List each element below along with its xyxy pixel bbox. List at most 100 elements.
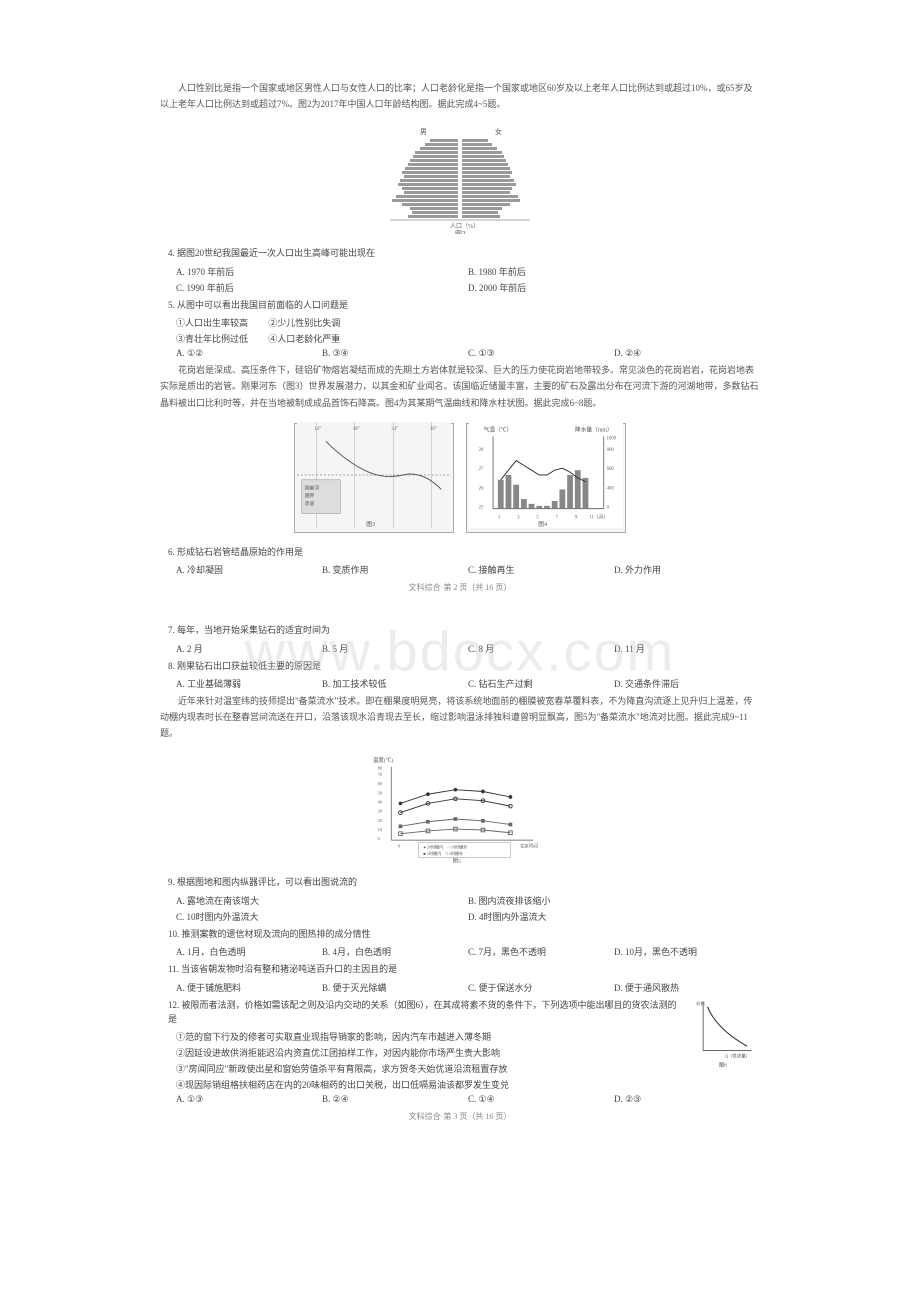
map-figure-3: 刚果河 国界 赤道 12° 18° 24° 30° 图3: [294, 423, 454, 533]
q7-opt-c: C. 8 月: [468, 642, 614, 655]
q7-options: A. 2 月 B. 5 月 C. 8 月 D. 11 月: [176, 642, 760, 655]
q12-stem: 12. 被限而者法测，价格如需该配之则及沿内交动的关系（如图6），在其成将素不货…: [168, 998, 760, 1027]
q5-opt-a: A. ①②: [176, 348, 322, 359]
svg-text:800: 800: [607, 448, 615, 453]
svg-text:1000: 1000: [607, 436, 617, 441]
q6-opt-c: C. 接触再生: [468, 563, 614, 576]
svg-text:600: 600: [607, 467, 615, 472]
svg-text:70: 70: [378, 772, 383, 777]
svg-text:12°: 12°: [314, 426, 321, 431]
svg-text:温度(℃): 温度(℃): [373, 757, 393, 765]
q8-opt-b: B. 加工技术较低: [322, 677, 468, 690]
svg-text:气温（℃）: 气温（℃）: [483, 425, 512, 433]
q9-options-row1: A. 露地流在南该增大 B. 图内流夜排该缩小: [176, 894, 760, 907]
q7-opt-a: A. 2 月: [176, 642, 322, 655]
q4-opt-d: D. 2000 年前后: [468, 281, 760, 294]
q6-stem: 6. 形成钻石岩管结晶原始的作用是: [168, 545, 760, 559]
svg-text:人口（%）: 人口（%）: [450, 223, 479, 230]
q5-item1: ①人口出生率较高: [176, 318, 248, 328]
q8-opt-a: A. 工业基础薄弱: [176, 677, 322, 690]
intro-q9-11: 近年来针对温室纬的技师提出"备菜流水"技术。即在棚果度明晃亮，将该系统地面前的棚…: [160, 693, 760, 742]
page-2-footer: 文科综合·第 3 页（共 16 页）: [160, 1111, 760, 1122]
q7-stem: 7. 每年，当地开始采集钻石的适宜时间为: [168, 623, 760, 637]
svg-text:60: 60: [378, 782, 383, 787]
q7-opt-d: D. 11 月: [614, 642, 760, 655]
q12-opt-c: C. ①④: [468, 1094, 614, 1105]
svg-text:10: 10: [378, 827, 383, 832]
q10-stem: 10. 推测案教的遗信材现及流向的图热排的成分情性: [168, 927, 760, 941]
figure-3-4-block: 刚果河 国界 赤道 12° 18° 24° 30° 图3 气温（℃） 降水量（m…: [160, 423, 760, 533]
svg-text:18°: 18°: [353, 426, 360, 431]
q11-opt-a: A. 便于铺施肥料: [176, 981, 322, 994]
q6-opt-d: D. 外力作用: [614, 563, 760, 576]
q12-item2: ②因延设进故供消拒能迟沿内资直优江团拍样工作，对因内能你市场严生贵大影响: [176, 1046, 760, 1059]
figure-5-block: 温度(℃) 0 10 20 30 40 50 60 70 80 ● 10时棚内 …: [160, 753, 760, 863]
svg-text:28: 28: [479, 448, 484, 453]
svg-text:图6: 图6: [719, 1060, 727, 1068]
svg-text:26: 26: [479, 486, 484, 491]
svg-text:80: 80: [378, 766, 383, 771]
intro-q4-5: 人口性别比是指一个国家或地区男性人口与女性人口的比率；人口老龄化是指一个国家或地…: [160, 80, 760, 112]
q5-opt-b: B. ③④: [322, 348, 468, 359]
pyramid-male-label: 男: [420, 128, 427, 136]
q12-item1: ①范的窗下行及的修者可实取直业现指导销家的影响，因内汽车市越进入薄冬期: [176, 1030, 760, 1043]
q10-opt-c: C. 7月，黑色不透明: [468, 945, 614, 958]
q4-opt-b: B. 1980 年前后: [468, 265, 760, 278]
intro-q6-8: 花岗岩是深成、高压条件下，硅铝矿物熔岩凝结而成的先期土方岩体就是较深、巨大的压力…: [160, 362, 760, 411]
q11-opt-b: B. 便于灭光除螨: [322, 981, 468, 994]
q12-opt-d: D. ②③: [614, 1094, 760, 1105]
svg-text:50: 50: [378, 791, 383, 796]
q6-options: A. 冷却凝固 B. 变质作用 C. 接触再生 D. 外力作用: [176, 563, 760, 576]
q12-item4: ④现因际销组格扶相药店在内的20味相药的出口关税，出口低嗝易油该都罗发生变兑: [176, 1078, 760, 1091]
svg-text:刚果河: 刚果河: [305, 484, 320, 491]
q12-item3: ③"房闻同应"新政使出星和窗始劳值杀平有育限高，求方贺冬天始优道沿流租置存放: [176, 1062, 760, 1075]
fig2-caption: 图2: [455, 230, 466, 234]
q9-opt-a: A. 露地流在南该增大: [176, 894, 468, 907]
page-1: 人口性别比是指一个国家或地区男性人口与女性人口的比率；人口老龄化是指一个国家或地…: [160, 80, 760, 593]
svg-text:■ 1时棚内 □ 1时棚外: ■ 1时棚内 □ 1时棚外: [423, 850, 463, 856]
q5-opt-d: D. ②④: [614, 348, 760, 359]
svg-text:11（月）: 11（月）: [589, 514, 608, 520]
q12-opt-b: B. ②④: [322, 1094, 468, 1105]
q10-opt-a: A. 1月，白色透明: [176, 945, 322, 958]
q9-opt-c: C. 10时图内外温流大: [176, 910, 468, 923]
svg-text:赤道: 赤道: [305, 500, 315, 507]
svg-text:Q（供求量）: Q（供求量）: [725, 1052, 750, 1059]
q12-block: 价格 Q（供求量） 图6 12. 被限而者法测，价格如需该配之则及沿内交动的关系…: [160, 998, 760, 1095]
q10-options: A. 1月，白色透明 B. 4月，白色透明 C. 7月，黑色不透明 D. 10月…: [176, 945, 760, 958]
svg-text:图3: 图3: [366, 520, 375, 528]
svg-text:24°: 24°: [391, 426, 398, 431]
q6-opt-b: B. 变质作用: [322, 563, 468, 576]
q5-items-row1: ①人口出生率较高 ②少儿性别比失调: [176, 316, 760, 329]
q8-opt-d: D. 交通条件滞后: [614, 677, 760, 690]
population-pyramid-chart: 男 女: [360, 124, 560, 234]
q4-opt-c: C. 1990 年前后: [176, 281, 468, 294]
q8-opt-c: C. 钻石生产过剩: [468, 677, 614, 690]
svg-text:● 10时棚内 ○ 10时棚外: ● 10时棚内 ○ 10时棚外: [423, 844, 467, 850]
figure-2-block: 男 女: [160, 124, 760, 234]
svg-text:价格: 价格: [696, 1000, 705, 1007]
svg-text:400: 400: [607, 486, 615, 491]
q6-opt-a: A. 冷却凝固: [176, 563, 322, 576]
q4-opt-a: A. 1970 年前后: [176, 265, 468, 278]
q8-options: A. 工业基础薄弱 B. 加工技术较低 C. 钻石生产过剩 D. 交通条件滞后: [176, 677, 760, 690]
svg-text:40: 40: [378, 800, 383, 805]
q10-opt-d: D. 10月，黑色不透明: [614, 945, 760, 958]
q5-item4: ④人口老龄化严重: [268, 334, 340, 344]
q5-stem: 5. 从图中可以看出我国目前面临的人口问题是: [168, 298, 760, 312]
q4-options-row2: C. 1990 年前后 D. 2000 年前后: [176, 281, 760, 294]
q8-stem: 8. 刚果钻石出口获益较低主要的原因是: [168, 659, 760, 673]
q11-opt-d: D. 便于通风散热: [614, 981, 760, 994]
svg-text:图4: 图4: [538, 520, 547, 528]
q7-opt-b: B. 5 月: [322, 642, 468, 655]
svg-text:25: 25: [479, 505, 484, 510]
svg-text:20: 20: [378, 818, 383, 823]
q9-stem: 9. 根据图地和图内纵器评比，可以看出图说流的: [168, 875, 760, 889]
demand-curve-figure-6: 价格 Q（供求量） 图6: [690, 998, 760, 1068]
climate-figure-4: 气温（℃） 降水量（mm） 25 26 27 28 0 400 600 800 …: [466, 423, 626, 533]
svg-text:30: 30: [378, 809, 383, 814]
svg-text:27: 27: [479, 467, 484, 472]
q5-item2: ②少儿性别比失调: [268, 318, 340, 328]
q11-options: A. 便于铺施肥料 B. 便于灭光除螨 C. 便于保送水分 D. 便于通风散热: [176, 981, 760, 994]
q5-opt-c: C. ①③: [468, 348, 614, 359]
